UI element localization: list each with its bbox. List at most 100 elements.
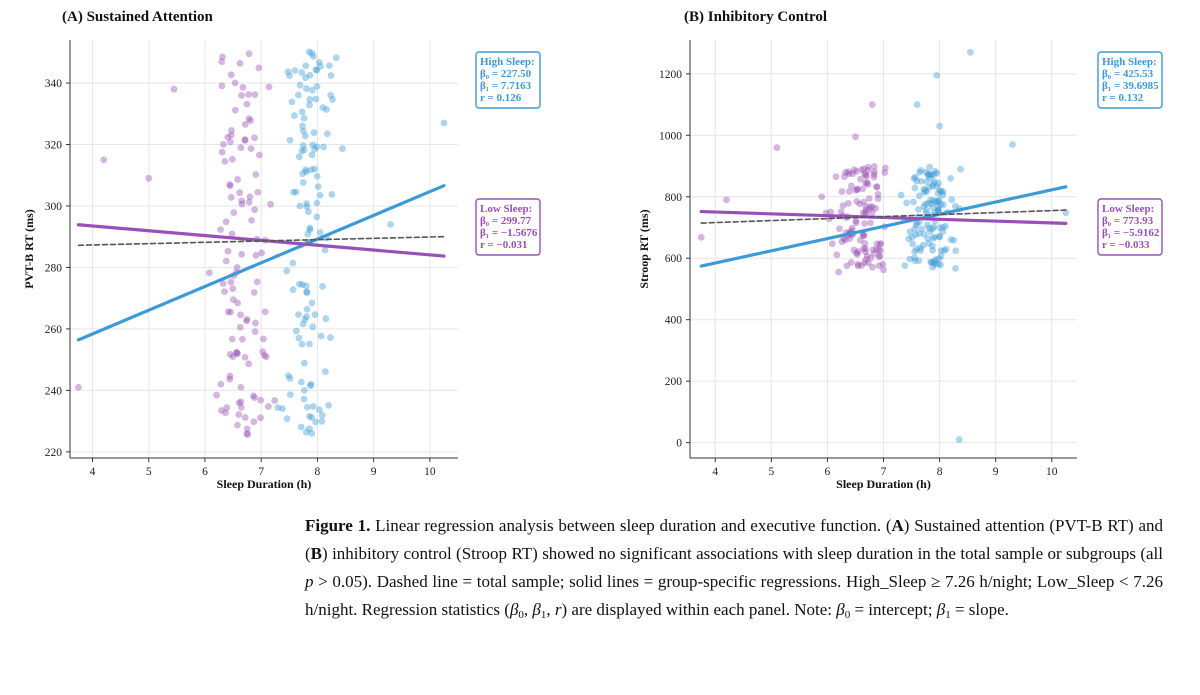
scatter-point-low — [224, 308, 232, 316]
scatter-point-low — [853, 197, 861, 205]
scatter-point-high — [302, 62, 310, 70]
scatter-point-high — [298, 108, 306, 116]
scatter-point-high — [300, 114, 308, 122]
scatter-point-high — [299, 170, 307, 178]
y-tick-label: 300 — [45, 201, 63, 213]
caption-text: = intercept; — [850, 600, 937, 619]
caption-beta: β — [509, 600, 519, 619]
scatter-point-low — [860, 165, 868, 173]
scatter-point-low — [220, 141, 227, 148]
scatter-point-high — [926, 171, 934, 178]
scatter-point-low — [243, 317, 250, 325]
stat-box-high — [475, 51, 541, 109]
scatter-point-low — [852, 133, 859, 141]
x-tick-label: 9 — [371, 466, 377, 478]
scatter-point-high — [915, 230, 923, 238]
scatter-point-high — [289, 259, 297, 267]
scatter-point-high — [928, 242, 936, 250]
scatter-point-high — [312, 418, 319, 426]
scatter-point-low — [257, 414, 264, 422]
scatter-point-low — [271, 397, 279, 404]
scatter-point-low — [847, 182, 855, 190]
scatter-point-low — [854, 262, 862, 270]
scatter-point-high — [937, 188, 945, 196]
scatter-point-high — [929, 263, 937, 271]
scatter-point-low — [862, 256, 870, 263]
scatter-point-high — [299, 142, 307, 149]
scatter-point-high — [910, 198, 917, 206]
scatter-point-low — [852, 186, 860, 194]
scatter-point-high — [933, 199, 941, 206]
scatter-point-high — [936, 233, 943, 241]
scatter-point-low — [840, 173, 848, 180]
scatter-point-low — [862, 179, 870, 187]
scatter-point-high — [952, 264, 959, 272]
stat-box-title: Low Sleep: — [1102, 203, 1154, 215]
scatter-point-high — [298, 147, 306, 155]
scatter-point-high — [298, 281, 306, 289]
scatter-point-high — [929, 246, 936, 254]
scatter-point-high — [897, 191, 905, 199]
scatter-point-high — [300, 386, 308, 394]
caption-beta: β — [836, 600, 845, 619]
scatter-point-high — [911, 184, 919, 192]
scatter-point-high — [928, 171, 935, 179]
scatter-point-high — [308, 413, 315, 421]
scatter-point-high — [316, 191, 324, 199]
scatter-point-low — [245, 360, 253, 368]
scatter-point-high — [313, 213, 321, 221]
scatter-point-high — [295, 334, 303, 342]
scatter-point-high — [286, 136, 294, 144]
scatter-point-low — [258, 249, 265, 257]
scatter-point-high — [913, 177, 921, 185]
scatter-point-low — [218, 82, 226, 90]
scatter-point-low — [267, 200, 274, 208]
scatter-point-low — [226, 181, 234, 188]
scatter-point-high — [936, 187, 944, 194]
scatter-point-low — [859, 185, 867, 193]
scatter-point-low — [228, 230, 236, 238]
caption-text: ) Sustained attention (PVT-B RT) and ( — [305, 516, 1163, 563]
scatter-point-low — [870, 171, 878, 178]
scatter-point-high — [909, 240, 917, 248]
scatter-point-high — [313, 172, 321, 180]
scatter-point-low — [832, 173, 840, 181]
scatter-point-low — [845, 168, 852, 176]
scatter-point-low — [861, 259, 868, 266]
scatter-point-low — [828, 240, 836, 248]
caption-text: = slope. — [950, 600, 1009, 619]
x-axis-label: Sleep Duration (h) — [836, 477, 931, 491]
scatter-point-high — [300, 146, 308, 154]
caption-beta: β — [936, 600, 946, 619]
scatter-point-low — [854, 248, 862, 255]
scatter-point-high — [911, 257, 919, 265]
scatter-point-low — [251, 134, 258, 142]
scatter-point-high — [935, 255, 943, 263]
scatter-point-high — [916, 244, 924, 252]
y-tick-label: 320 — [45, 140, 63, 152]
scatter-point-low — [233, 349, 241, 357]
scatter-point-high — [910, 175, 918, 182]
scatter-point-low — [874, 195, 882, 203]
stat-box-low — [1097, 198, 1163, 256]
scatter-point-high — [934, 197, 942, 205]
scatter-point-low — [853, 168, 860, 175]
scatter-point-low — [238, 403, 245, 411]
stat-box-title: High Sleep: — [1102, 56, 1157, 68]
scatter-point-low — [853, 250, 861, 258]
stat-box-value: β₀ = 425.53 — [1102, 68, 1154, 80]
y-tick-label: 220 — [45, 447, 63, 459]
scatter-point-low — [875, 246, 883, 254]
stat-box-high — [1097, 51, 1163, 109]
caption-text: > 0.05). Dashed line = total sample; sol… — [305, 572, 1163, 619]
scatter-point-low — [230, 209, 238, 216]
scatter-point-high — [332, 54, 340, 62]
scatter-point-high — [303, 305, 311, 313]
scatter-point-low — [881, 164, 889, 172]
scatter-point-low — [252, 319, 259, 327]
scatter-point-high — [297, 378, 305, 386]
scatter-point-low — [227, 138, 234, 146]
scatter-point-high — [935, 196, 943, 204]
scatter-point-high — [304, 403, 311, 411]
scatter-point-low — [861, 220, 868, 227]
